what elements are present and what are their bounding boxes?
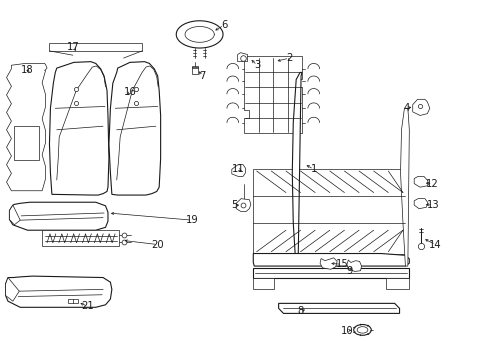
Polygon shape (6, 63, 47, 191)
Text: 11: 11 (232, 164, 244, 174)
Polygon shape (413, 199, 427, 209)
Text: 14: 14 (428, 239, 441, 249)
Text: 6: 6 (221, 20, 227, 30)
Polygon shape (400, 108, 408, 266)
Polygon shape (191, 66, 197, 74)
Polygon shape (231, 165, 245, 176)
Polygon shape (68, 300, 78, 303)
Polygon shape (278, 303, 399, 314)
Text: 16: 16 (123, 87, 136, 97)
Polygon shape (346, 260, 361, 271)
Text: 17: 17 (66, 42, 79, 52)
Text: 4: 4 (403, 103, 408, 113)
Text: 7: 7 (199, 71, 205, 81)
Text: 20: 20 (151, 239, 163, 249)
Polygon shape (253, 253, 408, 266)
Polygon shape (292, 72, 302, 262)
Polygon shape (109, 62, 160, 195)
Text: 18: 18 (21, 64, 34, 75)
Polygon shape (49, 62, 109, 195)
Text: 5: 5 (231, 200, 238, 210)
Polygon shape (9, 205, 20, 225)
Polygon shape (237, 53, 247, 62)
Polygon shape (9, 202, 108, 230)
Polygon shape (413, 176, 427, 187)
Ellipse shape (353, 324, 370, 335)
Polygon shape (42, 230, 119, 246)
Polygon shape (14, 126, 39, 160)
Text: 19: 19 (185, 215, 198, 225)
Text: 10: 10 (340, 325, 352, 336)
Text: 12: 12 (426, 179, 438, 189)
Polygon shape (412, 99, 429, 116)
Text: 9: 9 (346, 266, 352, 276)
Polygon shape (253, 268, 408, 278)
Text: 15: 15 (335, 259, 347, 269)
Polygon shape (176, 21, 223, 48)
Bar (49, 43, 142, 51)
Polygon shape (385, 278, 408, 289)
Text: 8: 8 (297, 306, 303, 316)
Polygon shape (253, 169, 405, 253)
Polygon shape (320, 258, 336, 269)
Polygon shape (244, 56, 302, 134)
Polygon shape (253, 278, 273, 289)
Ellipse shape (356, 327, 367, 333)
Text: 1: 1 (310, 164, 316, 174)
Text: 13: 13 (426, 200, 438, 210)
Polygon shape (5, 276, 112, 307)
Polygon shape (5, 278, 19, 301)
Polygon shape (236, 199, 250, 212)
Text: 2: 2 (285, 53, 292, 63)
Text: 21: 21 (81, 301, 94, 311)
Text: 3: 3 (254, 60, 260, 70)
